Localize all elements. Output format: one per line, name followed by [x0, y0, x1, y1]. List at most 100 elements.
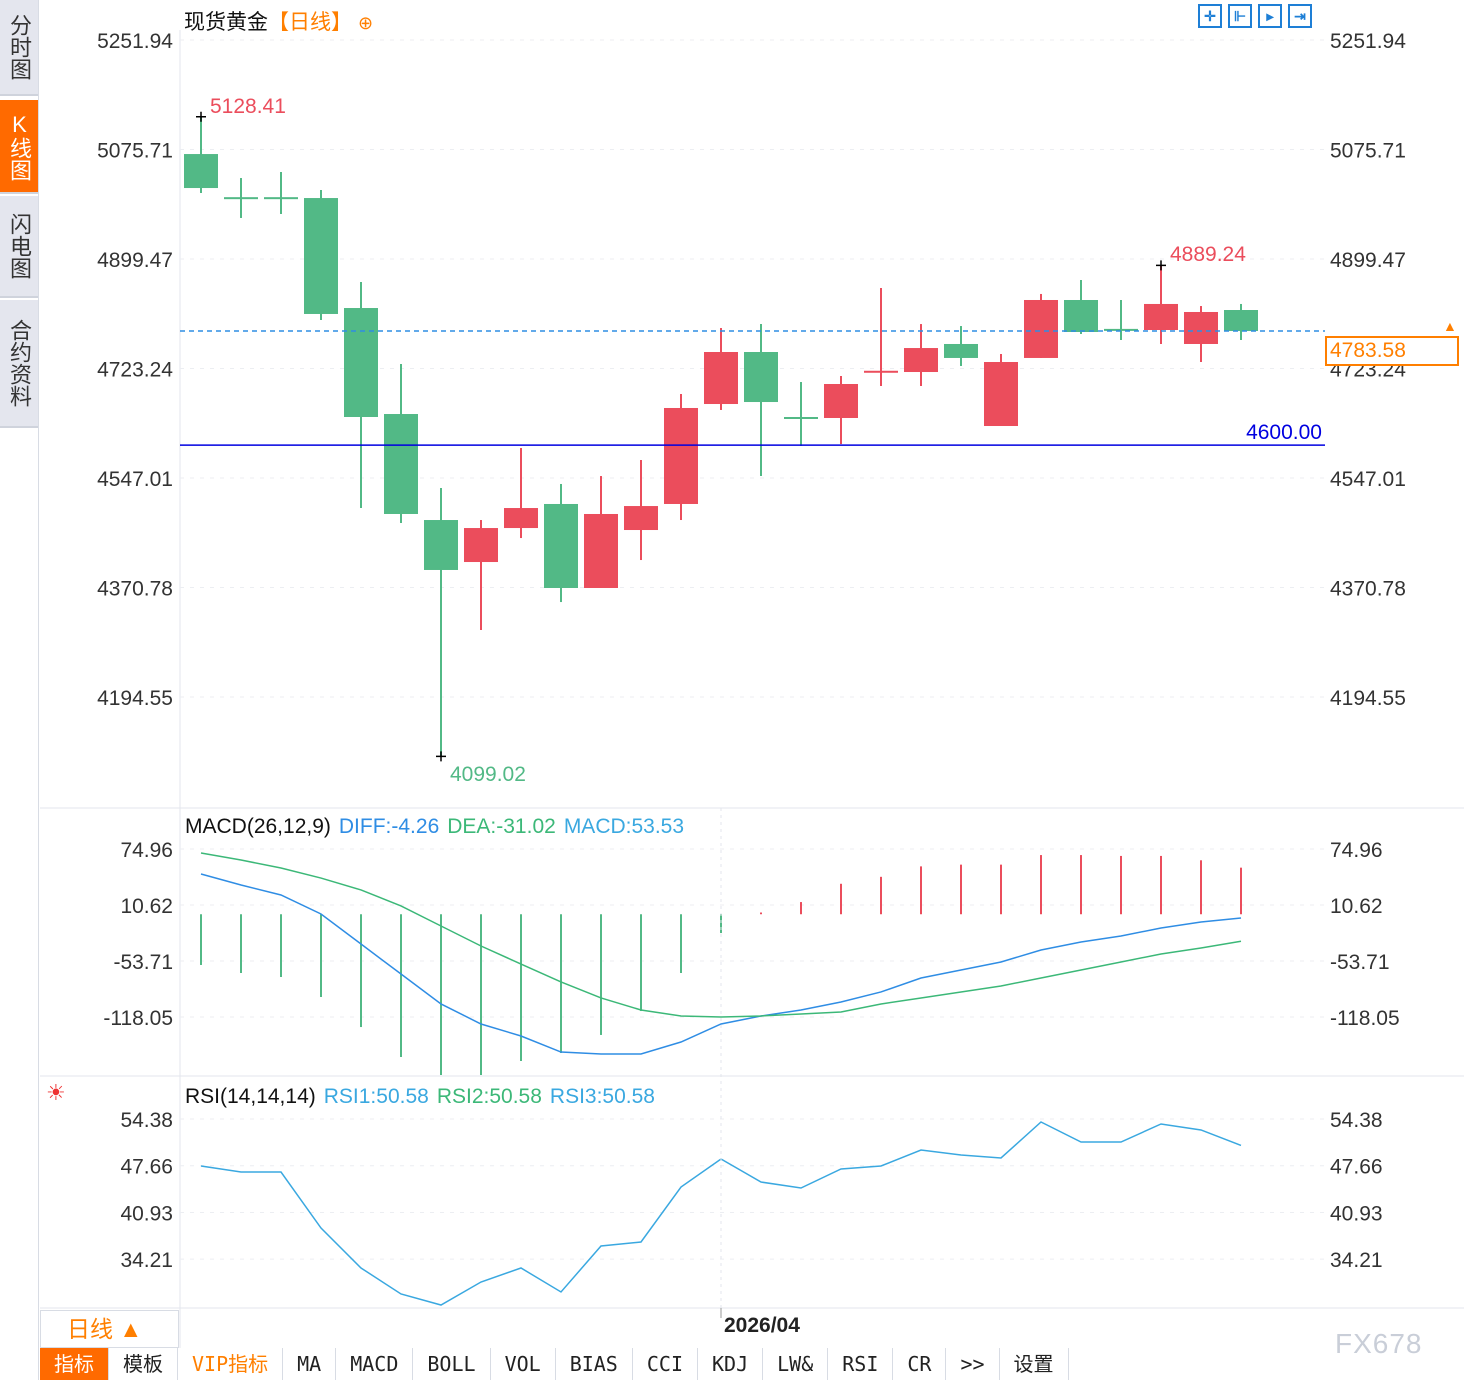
- toolbar-rsi[interactable]: RSI: [828, 1348, 894, 1380]
- macd-name: MACD(26,12,9): [185, 815, 331, 838]
- price-y-tick-left: 5075.71: [97, 140, 173, 163]
- chart-toolbar: ✛ ⊩ ▸ ⇥: [1198, 4, 1312, 28]
- macd-legend: MACD(26,12,9) DIFF:-4.26 DEA:-31.02 MACD:53…: [185, 815, 692, 839]
- toolbar-macd[interactable]: MACD: [336, 1348, 414, 1380]
- price-y-tick-right: 4899.47: [1330, 249, 1406, 272]
- candle-body: [384, 414, 418, 514]
- candle-body: [824, 384, 858, 418]
- macd-y-tick-left: 74.96: [120, 839, 173, 862]
- price-y-tick-right: 4370.78: [1330, 578, 1406, 601]
- toolbar-more[interactable]: >>: [946, 1348, 1000, 1380]
- toolbar-indicators[interactable]: 指标: [40, 1348, 109, 1380]
- price-y-tick-left: 5251.94: [97, 30, 173, 53]
- candle-body: [304, 198, 338, 314]
- rsi-y-tick-left: 40.93: [120, 1202, 173, 1225]
- macd-y-tick-right: -53.71: [1330, 951, 1390, 974]
- period-selector[interactable]: 日线 ▲: [40, 1310, 179, 1348]
- price-y-tick-left: 4370.78: [97, 578, 173, 601]
- macd-y-tick-left: 10.62: [120, 895, 173, 918]
- price-y-tick-left: 4723.24: [97, 359, 173, 382]
- zoom-in-bars-icon[interactable]: ⊩: [1228, 4, 1252, 28]
- candle-body: [1064, 299, 1098, 332]
- period-label: 【日线】: [268, 11, 352, 34]
- toolbar-bias[interactable]: BIAS: [555, 1348, 633, 1380]
- candle-body: [1104, 328, 1138, 331]
- candle-body: [904, 348, 938, 373]
- candle-body: [984, 362, 1018, 427]
- toolbar-ma[interactable]: MA: [283, 1348, 337, 1380]
- sidebar-tab-contract-info[interactable]: 合约资料: [0, 300, 38, 428]
- candle-body: [624, 506, 658, 531]
- rsi3-value: RSI3:50.58: [549, 1085, 655, 1108]
- price-y-tick-left: 4194.55: [97, 687, 173, 710]
- sidebar-tab-time-chart[interactable]: 分时图: [0, 0, 38, 96]
- toolbar-cr[interactable]: CR: [893, 1348, 947, 1380]
- recent-high-label: 4889.24: [1170, 243, 1246, 266]
- price-y-tick-left: 4547.01: [97, 468, 173, 491]
- price-y-tick-left: 4899.47: [97, 249, 173, 272]
- price-y-tick-right: 5251.94: [1330, 30, 1406, 53]
- rsi1-value: RSI1:50.58: [323, 1085, 429, 1108]
- candle-body: [224, 197, 258, 200]
- candle-body: [1024, 299, 1058, 358]
- support-line-label: 4600.00: [1246, 421, 1322, 444]
- rsi-name: RSI(14,14,14): [185, 1085, 316, 1108]
- macd-y-tick-left: -53.71: [113, 951, 173, 974]
- recent-high-label-marker: [1156, 260, 1166, 271]
- sidebar-tab-kline-chart[interactable]: K线图: [0, 100, 38, 194]
- rsi-legend: RSI(14,14,14) RSI1:50.58 RSI2:50.58 RSI3:50…: [185, 1085, 663, 1109]
- candle-body: [744, 352, 778, 403]
- low-label: 4099.02: [450, 763, 526, 786]
- settings-sun-icon[interactable]: ☀: [46, 1080, 66, 1105]
- candle-body: [344, 308, 378, 417]
- candle-body: [1184, 311, 1218, 344]
- toolbar-templates[interactable]: 模板: [109, 1348, 178, 1380]
- macd-diff: DIFF:-4.26: [338, 815, 440, 838]
- diff-line: [200, 873, 1242, 1055]
- candle-body: [184, 154, 218, 189]
- dea-line: [200, 852, 1242, 1018]
- crosshair-icon[interactable]: ✛: [1198, 4, 1222, 28]
- toolbar-boll[interactable]: BOLL: [413, 1348, 491, 1380]
- rsi2-value: RSI2:50.58: [436, 1085, 542, 1108]
- low-label-marker: [436, 751, 446, 762]
- sidebar: 分时图 K线图 闪电图 合约资料: [0, 0, 39, 1380]
- toolbar-vip-indicators[interactable]: VIP指标: [178, 1348, 284, 1380]
- candle-body: [864, 370, 898, 373]
- candle-body: [784, 416, 818, 419]
- candle-body: [944, 343, 978, 358]
- rsi-y-tick-right: 47.66: [1330, 1156, 1383, 1179]
- rsi-y-tick-right: 54.38: [1330, 1109, 1383, 1132]
- candle-body: [464, 528, 498, 563]
- candle-body: [664, 407, 698, 504]
- candle-body: [1144, 303, 1178, 331]
- watermark-logo: FX678: [1335, 1328, 1423, 1359]
- plus-circle-icon[interactable]: ⊕: [358, 13, 374, 33]
- price-y-tick-right: 5075.71: [1330, 140, 1406, 163]
- toolbar-cci[interactable]: CCI: [632, 1348, 698, 1380]
- candle-body: [544, 503, 578, 588]
- sidebar-tab-flash-chart[interactable]: 闪电图: [0, 196, 38, 298]
- current-price-tag: 4783.58: [1325, 336, 1459, 366]
- macd-y-tick-right: 74.96: [1330, 839, 1383, 862]
- candle-body: [504, 508, 538, 529]
- macd-value: MACD:53.53: [563, 815, 685, 838]
- instrument-name: 现货黄金: [184, 11, 268, 34]
- candle-body: [424, 520, 458, 570]
- chart-title: 现货黄金【日线】 ⊕: [184, 6, 373, 36]
- toolbar-kdj[interactable]: KDJ: [697, 1348, 764, 1380]
- indicator-toolbar: 指标 模板 VIP指标 MA MACD BOLL VOL BIAS CCI KD…: [40, 1348, 1069, 1380]
- toolbar-vol[interactable]: VOL: [490, 1348, 556, 1380]
- rsi-y-tick-left: 54.38: [120, 1109, 173, 1132]
- rsi-y-tick-left: 47.66: [120, 1156, 173, 1179]
- toolbar-lw[interactable]: LW&: [763, 1348, 829, 1380]
- price-y-tick-right: 4194.55: [1330, 687, 1406, 710]
- rsi-y-tick-left: 34.21: [120, 1249, 173, 1272]
- macd-y-tick-right: -118.05: [1330, 1007, 1400, 1030]
- scroll-to-end-icon[interactable]: ⇥: [1288, 4, 1312, 28]
- candle-body: [704, 352, 738, 405]
- x-axis-date-label: 2026/04: [724, 1314, 800, 1337]
- toolbar-settings[interactable]: 设置: [999, 1348, 1069, 1380]
- zoom-out-bars-icon[interactable]: ▸: [1258, 4, 1282, 28]
